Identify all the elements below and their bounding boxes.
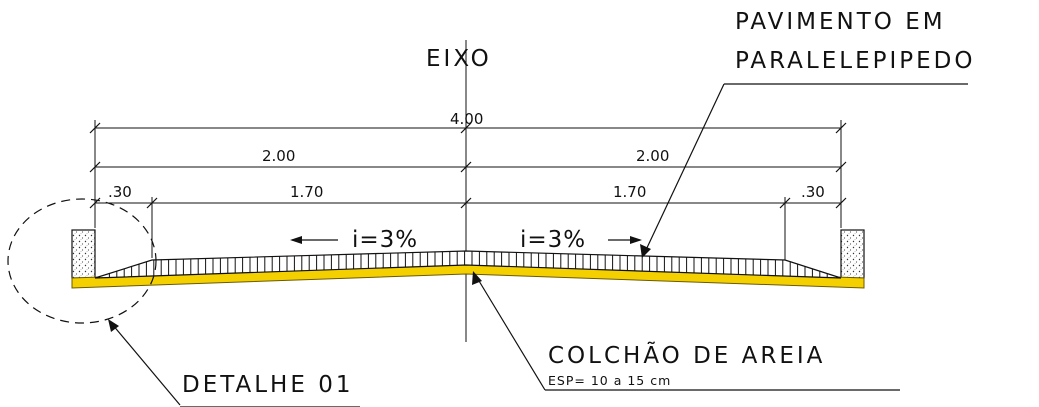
sand-label: COLCHÃO DE AREIA [548, 341, 825, 369]
sand-leader [472, 271, 900, 391]
curb-left [71, 229, 96, 279]
dimension-lanes: .30 1.70 1.70 .30 [89, 183, 847, 209]
detail-label: DETALHE 01 [182, 372, 353, 398]
dimension-curb-right-label: .30 [801, 183, 825, 201]
dimension-curb-left-label: .30 [108, 183, 132, 201]
pavement-label-line1: PAVIMENTO EM [735, 9, 946, 35]
dimension-halves: 2.00 2.00 [89, 147, 847, 173]
slope-right-label: i=3% [520, 227, 586, 253]
detail-circle [7, 198, 157, 324]
dimension-half-right-label: 2.00 [636, 147, 669, 165]
dimension-lane-left-label: 1.70 [290, 183, 323, 201]
pavement-layer [94, 250, 842, 279]
slope-right-arrow [608, 236, 642, 244]
curb-right [840, 229, 865, 279]
dimension-total-label: 4.00 [450, 110, 483, 128]
axis-label: EIXO [426, 46, 492, 72]
slope-left-label: i=3% [352, 227, 418, 253]
dimension-total: 4.00 [89, 110, 847, 134]
dimension-lane-right-label: 1.70 [613, 183, 646, 201]
slope-left-arrow [290, 236, 338, 244]
detail-leader [108, 319, 360, 407]
dimension-half-left-label: 2.00 [262, 147, 295, 165]
extension-lines [94, 120, 842, 264]
pavement-leader [640, 83, 968, 258]
sand-thickness-label: ESP= 10 a 15 cm [548, 373, 671, 388]
paving-stones [108, 251, 828, 278]
pavement-label-line2: PARALELEPIPEDO [735, 48, 975, 74]
